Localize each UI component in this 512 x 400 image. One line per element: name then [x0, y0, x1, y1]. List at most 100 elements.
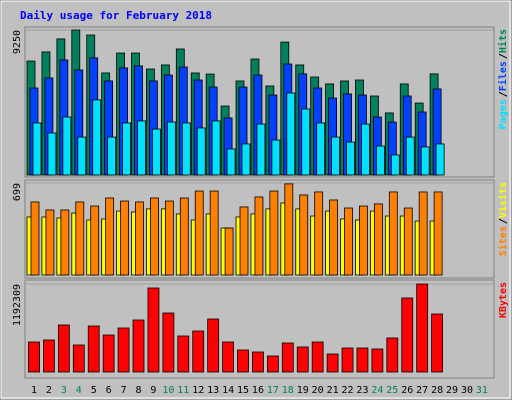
bar — [92, 99, 102, 176]
x-tick-label: 30 — [461, 385, 473, 396]
bar — [135, 201, 144, 276]
bar — [150, 197, 159, 276]
bar — [57, 324, 70, 373]
bar — [47, 132, 57, 176]
bar — [77, 136, 87, 176]
bar — [420, 146, 430, 176]
bar — [331, 136, 341, 176]
bar — [418, 191, 428, 276]
x-tick-label: 23 — [356, 385, 368, 396]
bar — [311, 341, 324, 373]
bar — [386, 337, 399, 373]
legend-entry: Files — [497, 61, 509, 91]
x-tick-label: 21 — [327, 385, 339, 396]
bar — [239, 206, 249, 276]
x-tick-label: 4 — [76, 385, 82, 396]
bar — [179, 197, 189, 276]
bar — [269, 190, 279, 276]
bar — [299, 194, 309, 276]
x-tick-label: 3 — [61, 385, 67, 396]
bar — [403, 207, 413, 276]
bar — [314, 191, 324, 276]
x-tick-label: 24 — [371, 385, 383, 396]
bar — [252, 351, 264, 373]
bar — [224, 227, 234, 276]
x-tick-label: 9 — [150, 385, 156, 396]
x-tick-label: 28 — [431, 385, 443, 396]
bar — [194, 190, 204, 276]
bar — [254, 196, 264, 276]
y-tick-label: 9250 — [12, 30, 23, 54]
bar — [359, 205, 368, 276]
legend-entry: Visits — [497, 182, 509, 218]
y-tick-label: 699 — [12, 183, 23, 201]
bar — [361, 123, 370, 176]
x-tick-label: 27 — [416, 385, 428, 396]
bar — [209, 190, 219, 276]
bar — [326, 353, 339, 373]
bar — [164, 200, 174, 276]
x-tick-label: 13 — [207, 385, 219, 396]
bar — [196, 127, 206, 176]
x-tick-label: 19 — [297, 385, 309, 396]
x-tick-label: 17 — [267, 385, 279, 396]
legend: Sites /Visits — [497, 182, 509, 256]
x-tick-label: 20 — [312, 385, 324, 396]
bar — [286, 92, 296, 176]
x-tick-label: 1 — [31, 385, 37, 396]
bar — [87, 325, 100, 373]
x-tick-label: 10 — [162, 385, 174, 396]
bar — [32, 122, 42, 176]
x-tick-label: 22 — [342, 385, 354, 396]
bar — [107, 136, 117, 176]
bar — [222, 341, 234, 373]
bar — [72, 344, 85, 373]
bar — [28, 341, 40, 373]
bar — [211, 120, 221, 176]
bar — [60, 209, 70, 276]
x-tick-label: 31 — [476, 385, 488, 396]
bar — [401, 297, 414, 373]
legend-separator: / — [498, 218, 509, 224]
legend-entry: Sites — [497, 226, 509, 256]
bar — [435, 143, 445, 176]
bar — [341, 347, 354, 373]
bar — [237, 349, 249, 373]
bar — [271, 139, 281, 176]
x-tick-label: 11 — [177, 385, 189, 396]
bar — [102, 334, 115, 373]
bar — [266, 355, 279, 373]
bar — [390, 154, 400, 176]
bar — [373, 203, 383, 276]
y-tick-label: 1192309 — [12, 284, 23, 326]
x-tick-label: 2 — [46, 385, 52, 396]
bar — [301, 108, 311, 176]
bar — [281, 342, 294, 373]
bar — [43, 339, 55, 373]
bar — [162, 312, 175, 373]
x-tick-label: 5 — [91, 385, 97, 396]
x-tick-label: 7 — [121, 385, 127, 396]
bar — [137, 120, 146, 176]
bar — [207, 318, 220, 373]
bar — [316, 122, 326, 176]
bar — [152, 128, 161, 176]
bar — [132, 319, 145, 373]
bar — [166, 121, 176, 176]
bar — [90, 205, 100, 276]
x-tick-label: 29 — [446, 385, 458, 396]
legend: Pages/Files/Hits — [497, 29, 509, 129]
bar — [120, 200, 129, 276]
bar — [177, 335, 190, 373]
bar — [62, 116, 72, 176]
x-tick-label: 14 — [222, 385, 234, 396]
bar — [284, 183, 294, 276]
bar — [433, 191, 443, 276]
x-tick-label: 25 — [386, 385, 398, 396]
bar — [375, 145, 385, 176]
bar — [346, 141, 355, 176]
x-tick-label: 18 — [282, 385, 294, 396]
legend-entry: KBytes — [498, 282, 509, 318]
